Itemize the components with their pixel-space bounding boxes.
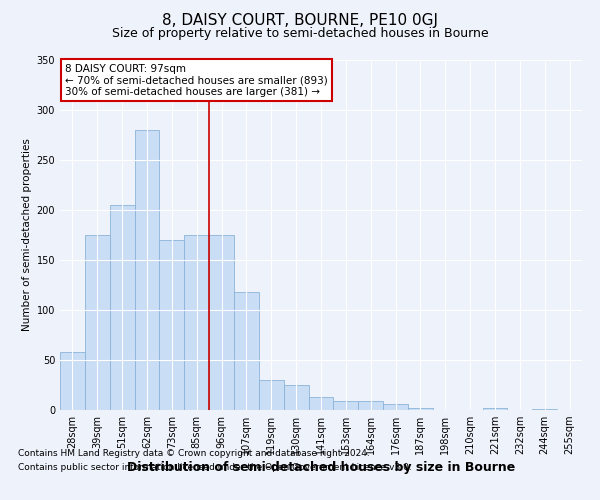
Bar bbox=[110, 205, 134, 410]
Bar bbox=[334, 401, 358, 410]
Text: Size of property relative to semi-detached houses in Bourne: Size of property relative to semi-detach… bbox=[112, 28, 488, 40]
Text: 8, DAISY COURT, BOURNE, PE10 0GJ: 8, DAISY COURT, BOURNE, PE10 0GJ bbox=[162, 12, 438, 28]
Bar bbox=[408, 408, 433, 410]
Bar bbox=[284, 385, 308, 410]
Text: Contains HM Land Registry data © Crown copyright and database right 2024.: Contains HM Land Registry data © Crown c… bbox=[18, 448, 370, 458]
Text: Contains public sector information licensed under the Open Government Licence v3: Contains public sector information licen… bbox=[18, 464, 412, 472]
Bar bbox=[259, 380, 284, 410]
Bar bbox=[358, 401, 383, 410]
Y-axis label: Number of semi-detached properties: Number of semi-detached properties bbox=[22, 138, 32, 332]
Bar bbox=[532, 409, 557, 410]
Bar bbox=[482, 408, 508, 410]
Bar bbox=[134, 130, 160, 410]
Bar bbox=[383, 404, 408, 410]
X-axis label: Distribution of semi-detached houses by size in Bourne: Distribution of semi-detached houses by … bbox=[127, 462, 515, 474]
Bar bbox=[308, 397, 334, 410]
Bar bbox=[160, 240, 184, 410]
Bar bbox=[209, 235, 234, 410]
Bar bbox=[184, 235, 209, 410]
Text: 8 DAISY COURT: 97sqm
← 70% of semi-detached houses are smaller (893)
30% of semi: 8 DAISY COURT: 97sqm ← 70% of semi-detac… bbox=[65, 64, 328, 96]
Bar bbox=[85, 235, 110, 410]
Bar bbox=[234, 292, 259, 410]
Bar bbox=[60, 352, 85, 410]
